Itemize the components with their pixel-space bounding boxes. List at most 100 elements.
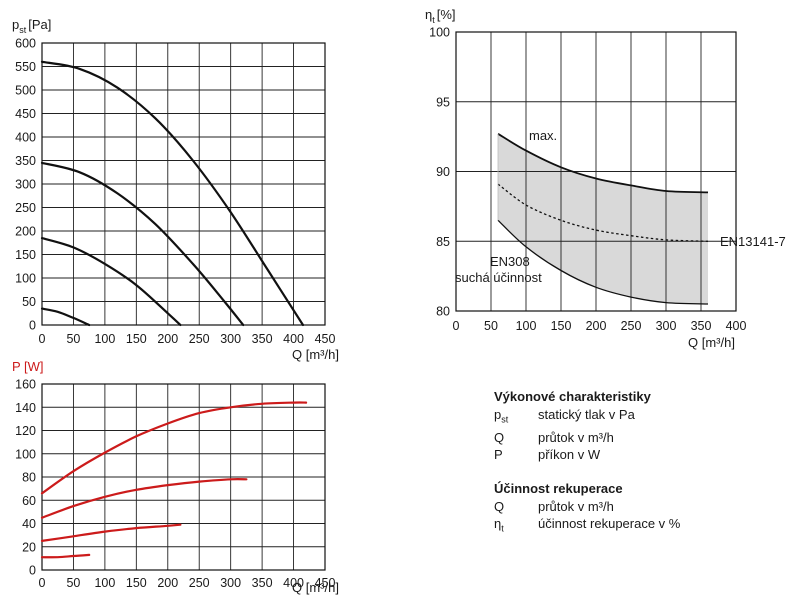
power-curve-2: [40, 478, 248, 519]
x-tick-label: 250: [189, 576, 210, 590]
label-dry-efficiency: suchá účinnost: [455, 270, 542, 285]
x-tick-label: 350: [252, 332, 273, 346]
x-tick-label: 400: [726, 319, 747, 333]
x-tick-label: 300: [656, 319, 677, 333]
legend-description: průtok v m³/h: [538, 498, 614, 514]
legend-symbol: Q: [494, 429, 505, 445]
y-tick-label: 60: [22, 494, 36, 508]
y-tick-label: 250: [15, 201, 36, 215]
x-tick-label: 50: [484, 319, 498, 333]
legend-title-recovery: Účinnost rekuperace: [494, 480, 623, 496]
x-tick-label: 250: [189, 332, 210, 346]
x-tick-label: 200: [157, 332, 178, 346]
legend-description: statický tlak v Pa: [538, 407, 635, 422]
y-tick-label: 100: [15, 447, 36, 461]
efficiency-en13141-curve: [497, 183, 709, 242]
legend-symbol: P: [494, 446, 503, 462]
label-max: max.: [529, 128, 557, 143]
legend-row: pst statický tlak v Pa: [494, 406, 784, 429]
y-tick-label: 90: [436, 165, 450, 179]
y-tick-label: 95: [436, 95, 450, 109]
y-tick-label: 40: [22, 517, 36, 531]
y-tick-label: 50: [22, 295, 36, 309]
y-tick-label: 140: [15, 401, 36, 415]
legend-title-performance: Výkonové charakteristiky: [494, 389, 651, 404]
x-tick-label: 0: [453, 319, 460, 333]
plot-frame: [455, 31, 737, 312]
y-tick-label: 500: [15, 84, 36, 98]
legend-description: průtok v m³/h: [538, 429, 614, 445]
x-tick-label: 400: [283, 332, 304, 346]
x-tick-label: 300: [220, 332, 241, 346]
y-tick-label: 0: [29, 564, 36, 578]
x-tick-label: 150: [126, 332, 147, 346]
legend-symbol: pst: [494, 407, 509, 425]
power-xlabel: Q [m³/h]: [292, 580, 339, 595]
y-tick-label: 80: [22, 471, 36, 485]
pressure-chart: 0 50 100 150 200 250 300 350 400 450 0 50 100 150 200…: [12, 17, 339, 362]
y-tick-label: 600: [15, 37, 36, 51]
x-tick-label: 450: [315, 332, 336, 346]
efficiency-xlabel: Q [m³/h]: [688, 335, 735, 350]
x-tick-label: 150: [126, 576, 147, 590]
legend-row: ηt účinnost rekuperace v %: [494, 515, 784, 538]
pressure-curve-3: [40, 237, 182, 327]
power-curve-4: [40, 553, 91, 559]
pressure-curve-2: [40, 161, 245, 327]
power-curve-3: [40, 523, 182, 542]
y-tick-label: 100: [429, 26, 450, 40]
y-tick-label: 100: [15, 272, 36, 286]
y-tick-label: 85: [436, 235, 450, 249]
y-tick-label: 350: [15, 154, 36, 168]
x-tick-label: 50: [66, 332, 80, 346]
power-curve-1: [40, 401, 308, 495]
efficiency-chart: 0 50 100 150 200 250 300 350 400 80 85 90 95 100 ηt[…: [425, 7, 786, 350]
x-tick-label: 0: [39, 576, 46, 590]
pressure-xlabel: Q [m³/h]: [292, 347, 339, 362]
pressure-curve-4: [40, 307, 91, 327]
legend: Výkonové charakteristiky pst statický tla…: [494, 388, 784, 537]
x-tick-label: 50: [66, 576, 80, 590]
legend-symbol: Q: [494, 498, 505, 514]
label-en13141: EN13141-7: [720, 234, 786, 249]
efficiency-max-curve: [497, 133, 709, 194]
label-en308: EN308: [490, 254, 530, 269]
y-tick-label: 550: [15, 60, 36, 74]
y-tick-label: 200: [15, 225, 36, 239]
y-tick-label: 20: [22, 540, 36, 554]
y-tick-label: 80: [436, 305, 450, 319]
pressure-curve-1: [40, 60, 305, 327]
plot-frame: [41, 383, 326, 571]
y-tick-label: 150: [15, 248, 36, 262]
legend-description: účinnost rekuperace v %: [538, 515, 681, 531]
x-tick-label: 300: [220, 576, 241, 590]
x-tick-label: 100: [516, 319, 537, 333]
legend-description: příkon v W: [538, 446, 601, 462]
plot-frame: [41, 42, 326, 326]
efficiency-ylabel: ηt [%]: [425, 7, 456, 25]
power-ylabel: P [W]: [12, 359, 44, 374]
x-tick-label: 100: [94, 576, 115, 590]
x-tick-label: 250: [621, 319, 642, 333]
x-tick-label: 0: [39, 332, 46, 346]
y-tick-label: 300: [15, 178, 36, 192]
x-tick-label: 350: [252, 576, 273, 590]
x-tick-label: 200: [157, 576, 178, 590]
efficiency-dry-curve: [497, 219, 709, 305]
x-tick-label: 350: [691, 319, 712, 333]
x-tick-label: 400: [283, 576, 304, 590]
y-tick-label: 0: [29, 319, 36, 333]
efficiency-band: [498, 133, 708, 305]
x-tick-label: 150: [551, 319, 572, 333]
y-tick-label: 120: [15, 424, 36, 438]
y-tick-label: 160: [15, 378, 36, 392]
power-chart: 0 50 100 150 200 250 300 350 400 450 0 20 40 60 80 100…: [12, 359, 339, 595]
y-tick-label: 400: [15, 131, 36, 145]
legend-symbol: ηt: [494, 515, 504, 534]
